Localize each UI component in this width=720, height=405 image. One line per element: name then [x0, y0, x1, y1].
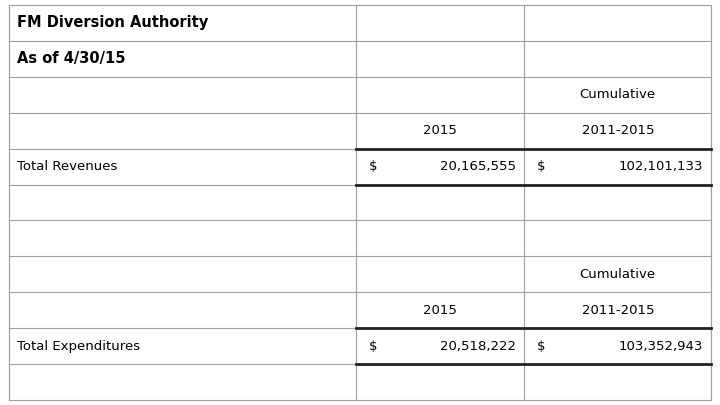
Text: Cumulative: Cumulative — [580, 88, 656, 101]
Text: 2015: 2015 — [423, 304, 457, 317]
Text: $: $ — [369, 160, 378, 173]
Text: 20,165,555: 20,165,555 — [439, 160, 516, 173]
Text: 2015: 2015 — [423, 124, 457, 137]
Text: 102,101,133: 102,101,133 — [618, 160, 703, 173]
Text: $: $ — [537, 340, 546, 353]
Text: As of 4/30/15: As of 4/30/15 — [17, 51, 126, 66]
Text: 2011-2015: 2011-2015 — [582, 124, 654, 137]
Text: Cumulative: Cumulative — [580, 268, 656, 281]
Text: $: $ — [369, 340, 378, 353]
Text: 20,518,222: 20,518,222 — [439, 340, 516, 353]
Text: 103,352,943: 103,352,943 — [618, 340, 703, 353]
Text: $: $ — [537, 160, 546, 173]
Text: FM Diversion Authority: FM Diversion Authority — [17, 15, 209, 30]
Text: Total Expenditures: Total Expenditures — [17, 340, 140, 353]
Text: 2011-2015: 2011-2015 — [582, 304, 654, 317]
Text: Total Revenues: Total Revenues — [17, 160, 117, 173]
